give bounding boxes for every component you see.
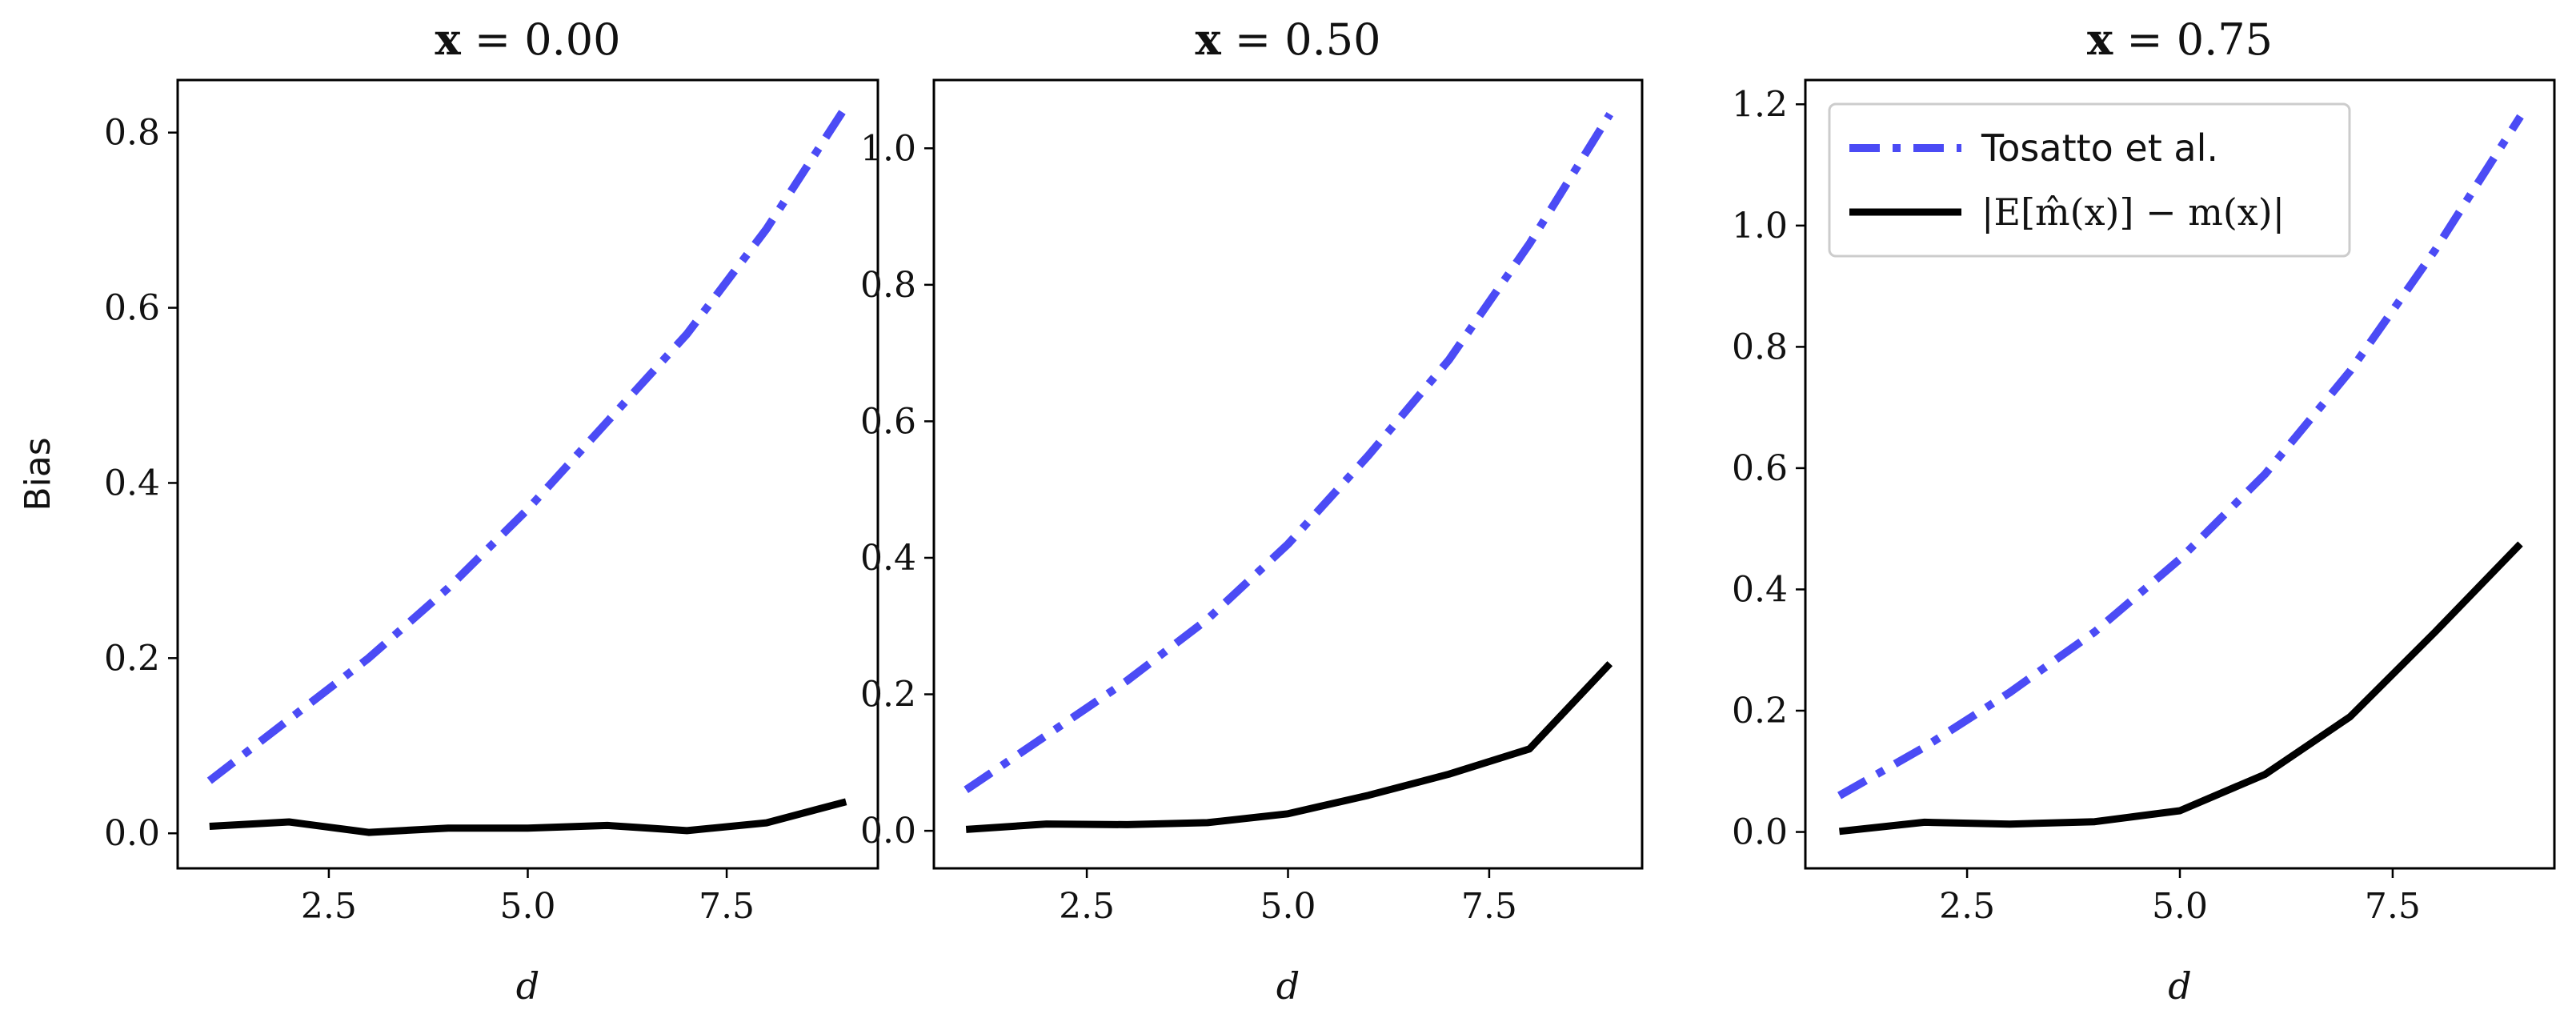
y-tick-label: 0.2 [104,638,160,679]
legend-label-abs-bias: |E[m̂(x)] − m(x)| [1981,190,2285,234]
x-axis-label: d [516,964,539,1008]
y-tick-label: 0.8 [860,265,916,306]
x-tick-label: 2.5 [1059,886,1115,927]
y-tick-label: 0.2 [1732,691,1788,731]
panel-1: x = 0.00 0.0 0.2 0.4 0.6 0.8 2.5 5.0 7.5 d Bias [18,14,879,1008]
x-tick-label: 7.5 [1461,886,1517,927]
series-line-abs-bias [965,661,1613,833]
y-tick-label: 0.8 [104,113,160,154]
series-line-tosatto [206,104,850,784]
y-tick-label: 0.4 [860,538,916,579]
y-tick-label: 0.0 [1732,812,1788,853]
y-tick-label: 1.0 [860,128,916,169]
y-tick-label: 0.2 [860,675,916,715]
x-axis-label: d [1276,964,1300,1008]
y-tick-label: 0.6 [104,288,160,329]
y-tick-label: 0.4 [104,463,160,503]
panel-title: x = 0.50 [1195,14,1380,65]
panel-2: x = 0.50 0.0 0.2 0.4 0.6 0.8 1.0 2.5 5.0 7.5 d [860,14,1644,1008]
legend-box [1828,102,2351,258]
y-tick-label: 1.0 [1732,206,1788,246]
y-tick-label: 0.0 [860,811,916,852]
x-tick-label: 2.5 [1939,886,1995,927]
y-tick-label: 0.8 [1732,327,1788,367]
x-tick-label: 5.0 [1260,886,1316,927]
series-line-abs-bias [1839,541,2523,836]
plot-frame [176,78,879,870]
x-tick-label: 5.0 [500,886,556,927]
plot-frame [1804,78,2556,870]
y-tick-label: 0.4 [1732,569,1788,610]
panel-3: x = 0.75 0.0 0.2 0.4 0.6 0.8 1.0 1.2 2.5 5.0 7.5 d T… [1732,14,2556,1008]
y-tick-label: 0.6 [1732,448,1788,489]
x-tick-label: 5.0 [2152,886,2208,927]
panel-title: x = 0.00 [435,14,620,65]
legend-label-tosatto: Tosatto et al. [1981,126,2218,170]
series-line-abs-bias [209,798,847,836]
x-tick-label: 2.5 [301,886,357,927]
y-axis-label: Bias [18,437,58,511]
y-tick-label: 1.2 [1732,84,1788,125]
plot-frame [932,78,1644,870]
legend: Tosatto et al. |E[m̂(x)] − m(x)| [1828,102,2351,258]
x-axis-label: d [2168,964,2191,1008]
series-line-tosatto [1837,114,2524,800]
x-tick-label: 7.5 [699,886,755,927]
y-tick-label: 0.0 [104,813,160,854]
x-tick-label: 7.5 [2365,886,2421,927]
panel-title: x = 0.75 [2087,14,2273,65]
y-tick-label: 0.6 [860,401,916,442]
series-line-tosatto [963,111,1614,794]
